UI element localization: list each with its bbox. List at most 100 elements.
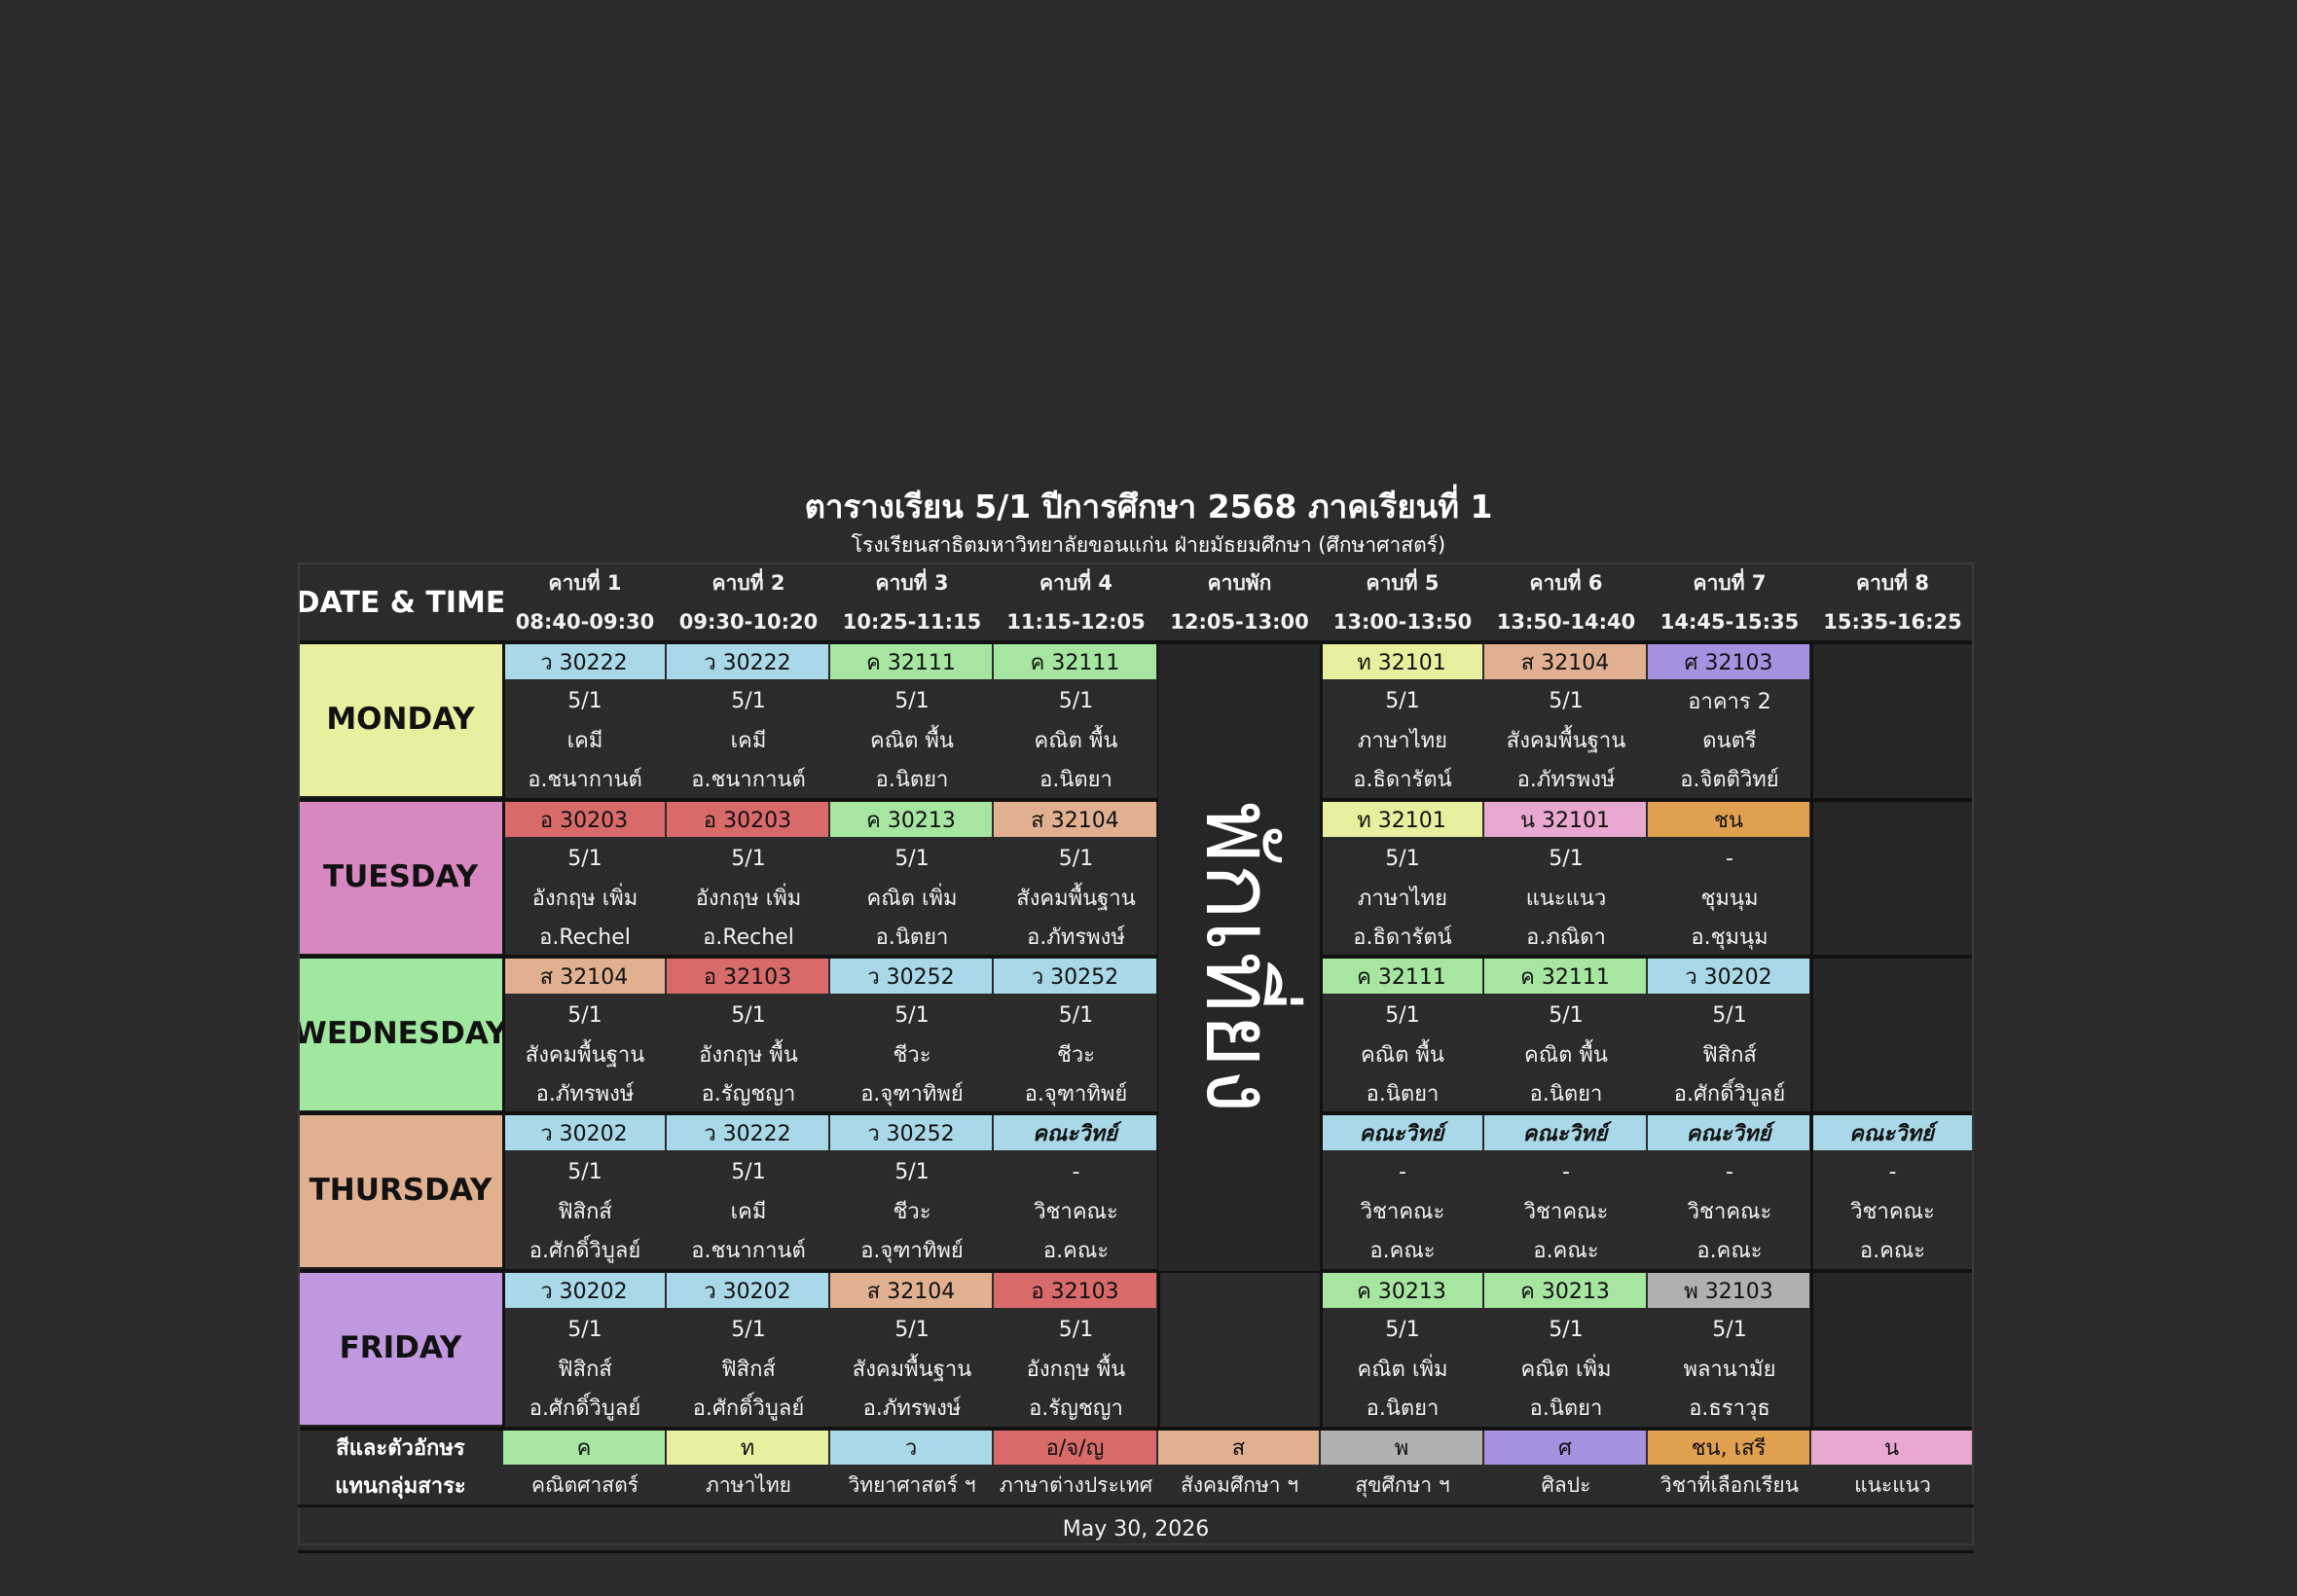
column-divider (1320, 642, 1323, 1427)
period-label: คาบที่ 2 (711, 571, 785, 595)
slot-line: 5/1 (1549, 1002, 1584, 1028)
legend-name: ศิลปะ (1541, 1473, 1591, 1497)
slot-line: อ.ศักดิ์วิบูลย์ (529, 1396, 641, 1421)
empty-slot (1811, 1271, 1974, 1428)
slot-line: เคมี (730, 1199, 767, 1224)
subject-code[interactable]: ส 32104 (1484, 644, 1648, 679)
subject-code[interactable]: คณะวิทย์ (1321, 1115, 1484, 1150)
slot-line: ชีวะ (1056, 1042, 1096, 1068)
subject-code[interactable]: ค 30213 (1484, 1273, 1648, 1308)
subject-code[interactable]: ค 30213 (1321, 1273, 1484, 1308)
page-title: ตารางเรียน 5/1 ปีการศึกษา 2568 ภาคเรียนท… (804, 488, 1493, 526)
subject-code[interactable]: น 32101 (1484, 802, 1648, 837)
subject-code[interactable]: ว 30202 (503, 1115, 667, 1150)
subject-code[interactable]: คณะวิทย์ (994, 1115, 1158, 1150)
subject-code[interactable]: คณะวิทย์ (1648, 1115, 1811, 1150)
subject-code[interactable]: ว 30222 (503, 644, 667, 679)
slot-line: สังคมพื้นฐาน (1506, 728, 1626, 753)
legend-swatch: น (1811, 1431, 1974, 1465)
slot-line: 5/1 (567, 846, 602, 871)
subject-code[interactable]: ว 30202 (1648, 959, 1811, 994)
slot-line: 5/1 (894, 846, 930, 871)
subject-code[interactable]: คณะวิทย์ (1484, 1115, 1648, 1150)
slot-line: คณิต เพิ่ม (1520, 1357, 1612, 1382)
legend-name: วิชาที่เลือกเรียน (1659, 1473, 1800, 1497)
slot-line: วิชาคณะ (1687, 1199, 1772, 1224)
column-divider (1810, 642, 1813, 1427)
empty-slot (1811, 642, 1974, 799)
slot-line: 5/1 (731, 1317, 766, 1342)
slot-line: แนะแนว (1525, 886, 1607, 911)
subject-code[interactable]: อ 30203 (667, 802, 830, 837)
subject-code[interactable]: ว 30222 (667, 1115, 830, 1150)
slot-line: 5/1 (1385, 1317, 1420, 1342)
row-divider (298, 798, 1974, 802)
row-divider (298, 640, 1974, 644)
subject-code[interactable]: อ 30203 (503, 802, 667, 837)
period-header: คาบที่ 4 11:15-12:05 (994, 562, 1158, 642)
subject-code[interactable]: ค 30213 (830, 802, 994, 837)
legend-swatch: ชน, เสรี (1648, 1431, 1811, 1465)
subject-code[interactable]: ท 32101 (1321, 802, 1484, 837)
slot-line: 5/1 (1058, 1002, 1094, 1028)
subject-code[interactable]: ศ 32103 (1648, 644, 1811, 679)
period-header: คาบที่ 3 10:25-11:15 (830, 562, 994, 642)
slot-line: อ.ธราวุธ (1689, 1396, 1770, 1421)
day-label: TUESDAY (298, 800, 503, 957)
slot-line: อ.จิตติวิทย์ (1680, 767, 1779, 792)
slot-line: อ.ชนากานต์ (691, 767, 806, 792)
subject-code[interactable]: อ 32103 (667, 959, 830, 994)
slot-line: ฟิสิกส์ (1702, 1042, 1757, 1068)
subject-code[interactable]: ส 32104 (830, 1273, 994, 1308)
slot-line: 5/1 (731, 688, 766, 713)
empty-slot (1811, 800, 1974, 957)
legend-title: แทนกลุ่มสาระ (335, 1474, 466, 1499)
period-header: คาบที่ 5 13:00-13:50 (1321, 562, 1484, 642)
slot-line: อ.ภณิดา (1526, 925, 1606, 950)
slot-line: 5/1 (1058, 846, 1094, 871)
subject-code[interactable]: ว 30252 (830, 1115, 994, 1150)
subject-code[interactable]: ค 32111 (1484, 959, 1648, 994)
subject-code[interactable]: ค 32111 (1321, 959, 1484, 994)
slot-line: 5/1 (567, 1002, 602, 1028)
slot-line: อ.คณะ (1369, 1238, 1436, 1263)
subject-code[interactable]: ว 30252 (994, 959, 1158, 994)
row-divider (298, 1269, 1974, 1273)
subject-code[interactable]: อ 32103 (994, 1273, 1158, 1308)
slot-line: อ.ศักดิ์วิบูลย์ (692, 1396, 805, 1421)
slot-line: 5/1 (1385, 1002, 1420, 1028)
slot-line: คณิต เพิ่ม (1357, 1357, 1448, 1382)
subject-code[interactable]: ว 30202 (667, 1273, 830, 1308)
subject-code[interactable]: ค 32111 (830, 644, 994, 679)
slot-line: อ.รัญชญา (1029, 1396, 1123, 1421)
subject-code[interactable]: ชน (1648, 802, 1811, 837)
lunch-break-label: พักเที่ยง (1185, 801, 1294, 1114)
subject-code[interactable]: ส 32104 (503, 959, 667, 994)
subject-code[interactable]: พ 32103 (1648, 1273, 1811, 1308)
period-header: คาบที่ 1 08:40-09:30 (503, 562, 667, 642)
legend-name: คณิตศาสตร์ (530, 1473, 639, 1497)
slot-line: วิชาคณะ (1360, 1199, 1445, 1224)
slot-line: ภาษาไทย (1357, 728, 1448, 753)
period-time: 15:35-16:25 (1823, 610, 1962, 634)
slot-line: 5/1 (894, 1159, 930, 1184)
slot-line: อ.จุฑาทิพย์ (1024, 1081, 1128, 1106)
subject-code[interactable]: ส 32104 (994, 802, 1158, 837)
subject-code[interactable]: ว 30252 (830, 959, 994, 994)
slot-line: อ.จุฑาทิพย์ (860, 1238, 964, 1263)
slot-line: คณิต พื้น (1524, 1042, 1608, 1068)
legend-name: แนะแนว (1854, 1473, 1931, 1497)
legend-swatch: ท (667, 1431, 830, 1465)
slot-line: 5/1 (1549, 1317, 1584, 1342)
subject-code[interactable]: ว 30202 (503, 1273, 667, 1308)
slot-line: 5/1 (567, 1159, 602, 1184)
slot-line: ฟิสิกส์ (558, 1357, 612, 1382)
subject-code[interactable]: ท 32101 (1321, 644, 1484, 679)
lunch-break-column: พักเที่ยง (1158, 644, 1320, 1271)
subject-code[interactable]: ว 30222 (667, 644, 830, 679)
slot-line: 5/1 (1058, 1317, 1094, 1342)
subject-code[interactable]: คณะวิทย์ (1811, 1115, 1974, 1150)
slot-line: คณิต เพิ่ม (866, 886, 958, 911)
slot-line: อ.ศักดิ์วิบูลย์ (1673, 1081, 1786, 1106)
subject-code[interactable]: ค 32111 (994, 644, 1158, 679)
